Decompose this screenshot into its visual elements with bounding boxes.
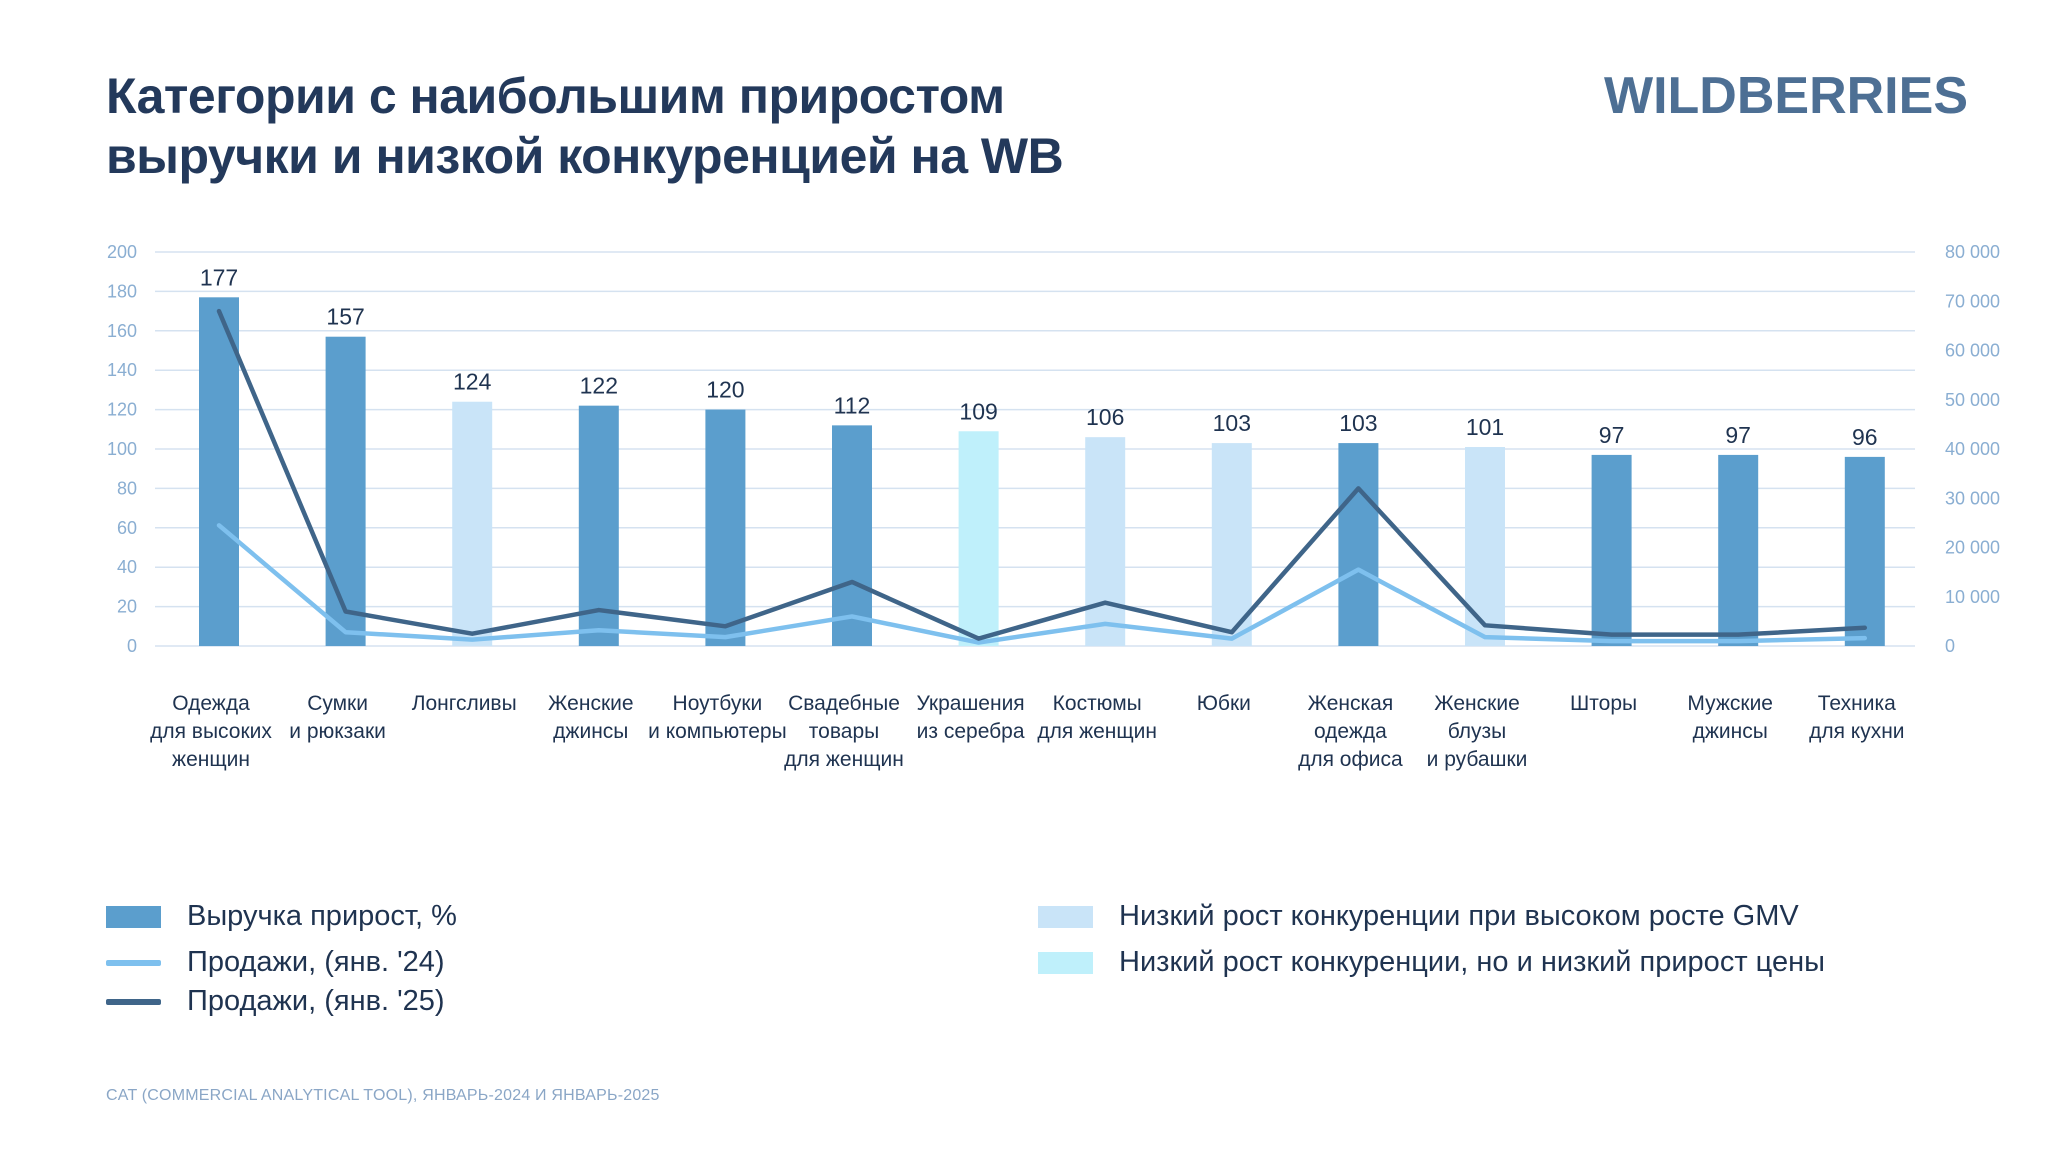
left-axis-tick: 0 bbox=[127, 636, 137, 656]
right-axis-tick: 20 000 bbox=[1945, 538, 2000, 558]
right-axis-tick: 50 000 bbox=[1945, 390, 2000, 410]
category-label: Юбки bbox=[1197, 692, 1251, 715]
title-line-2: выручки и низкой конкуренцией на WB bbox=[106, 128, 1064, 184]
category-label: Костюмы для женщин bbox=[1037, 692, 1157, 743]
legend-item-bar: Выручка прирост, % bbox=[106, 900, 457, 933]
title-line-1: Категории с наибольшим приростом bbox=[106, 68, 1005, 124]
category-label: Шторы bbox=[1570, 692, 1637, 715]
bar-value-label: 157 bbox=[326, 304, 364, 330]
right-axis-tick: 10 000 bbox=[1945, 587, 2000, 607]
right-axis-tick: 70 000 bbox=[1945, 291, 2000, 311]
right-axis-tick: 40 000 bbox=[1945, 439, 2000, 459]
bar bbox=[1338, 443, 1379, 646]
brand-logo: WILDBERRIES bbox=[1604, 67, 1968, 125]
bar-value-label: 120 bbox=[706, 377, 744, 403]
bar bbox=[1718, 454, 1759, 646]
legend-label-line-2025: Продажи, (янв. '25) bbox=[187, 985, 445, 1017]
legend-label-line-2024: Продажи, (янв. '24) bbox=[187, 946, 445, 978]
right-axis-tick: 0 bbox=[1945, 636, 1955, 656]
bar bbox=[705, 409, 746, 646]
sales-line-2024 bbox=[216, 523, 1868, 645]
revenue-growth-chart: 0 20 40 60 80 100 120 140 160 180 200 0 10 000 20 000… bbox=[107, 242, 2000, 771]
bar-value-label: 101 bbox=[1466, 414, 1504, 440]
legend-item-line-2024: Продажи, (янв. '24) bbox=[106, 946, 445, 979]
right-axis-tick: 60 000 bbox=[1945, 341, 2000, 361]
category-label: Женские джинсы bbox=[548, 692, 634, 743]
left-axis-tick: 160 bbox=[107, 321, 137, 341]
left-axis-tick: 200 bbox=[107, 242, 137, 262]
bar-value-label: 103 bbox=[1213, 410, 1251, 436]
bar bbox=[958, 431, 999, 646]
bar bbox=[325, 336, 366, 646]
legend-swatch-bar bbox=[106, 905, 161, 928]
bar bbox=[1591, 454, 1632, 646]
bar-value-label: 97 bbox=[1599, 422, 1625, 448]
left-axis-tick: 120 bbox=[107, 400, 137, 420]
left-axis-tick: 60 bbox=[117, 518, 137, 538]
category-label: Одежда для высоких женщин bbox=[150, 692, 272, 771]
left-axis-tick: 100 bbox=[107, 439, 137, 459]
bar-value-label: 103 bbox=[1339, 410, 1377, 436]
legend-label-bar: Выручка прирост, % bbox=[187, 900, 457, 932]
bar-value-label: 97 bbox=[1725, 422, 1751, 448]
left-axis-tick: 140 bbox=[107, 360, 137, 380]
category-label: Мужские джинсы bbox=[1687, 692, 1773, 743]
category-label: Ноутбуки и компьютеры bbox=[648, 692, 787, 743]
legend-item-low-price: Низкий рост конкуренции, но и низкий при… bbox=[1038, 946, 1825, 979]
bar-value-label: 122 bbox=[580, 373, 618, 399]
legend-swatch-high-gmv bbox=[1038, 905, 1093, 928]
bar bbox=[1465, 447, 1505, 646]
category-label: Женская одежда для офиса bbox=[1298, 692, 1403, 771]
bar-value-label: 112 bbox=[834, 392, 871, 418]
category-label: Техника для кухни bbox=[1809, 692, 1904, 743]
bar-value-label: 96 bbox=[1852, 424, 1878, 450]
right-axis-tick: 30 000 bbox=[1945, 488, 2000, 508]
legend-swatch-line-2024 bbox=[106, 959, 161, 966]
left-axis-tick: 20 bbox=[117, 597, 137, 617]
bar bbox=[1211, 443, 1252, 646]
right-axis-tick: 80 000 bbox=[1945, 242, 2000, 262]
legend-label-high-gmv: Низкий рост конкуренции при высоком рост… bbox=[1119, 900, 1799, 932]
bar bbox=[199, 297, 239, 646]
bar bbox=[578, 405, 619, 646]
legend-item-high-gmv: Низкий рост конкуренции при высоком рост… bbox=[1038, 900, 1799, 933]
left-axis-tick: 40 bbox=[117, 557, 137, 577]
bar bbox=[1085, 437, 1126, 646]
left-axis-tick: 180 bbox=[107, 281, 137, 301]
category-label: Женские блузы и рубашки bbox=[1427, 692, 1528, 771]
bar bbox=[452, 401, 493, 646]
category-label: Свадебные товары для женщин bbox=[784, 692, 904, 771]
bar-value-label: 177 bbox=[200, 264, 238, 290]
source-note: CAT (COMMERCIAL ANALYTICAL TOOL), ЯНВАРЬ… bbox=[106, 1087, 660, 1104]
legend-swatch-low-price bbox=[1038, 951, 1093, 974]
left-axis-tick: 80 bbox=[117, 478, 137, 498]
bar-value-label: 109 bbox=[959, 398, 997, 424]
legend-item-line-2025: Продажи, (янв. '25) bbox=[106, 985, 445, 1018]
bar bbox=[832, 425, 872, 646]
bar bbox=[1844, 456, 1885, 646]
category-label: Украшения из серебра bbox=[917, 692, 1025, 743]
category-label: Сумки и рюкзаки bbox=[289, 692, 386, 743]
page-title: Категории с наибольшим приростом выручки… bbox=[106, 66, 1406, 186]
bar-value-label: 106 bbox=[1086, 404, 1124, 430]
category-label: Лонгсливы bbox=[412, 692, 517, 715]
sales-line-2025 bbox=[216, 308, 1868, 641]
bar-value-label: 124 bbox=[453, 369, 492, 395]
legend-swatch-line-2025 bbox=[106, 998, 161, 1005]
legend-label-low-price: Низкий рост конкуренции, но и низкий при… bbox=[1119, 946, 1825, 978]
